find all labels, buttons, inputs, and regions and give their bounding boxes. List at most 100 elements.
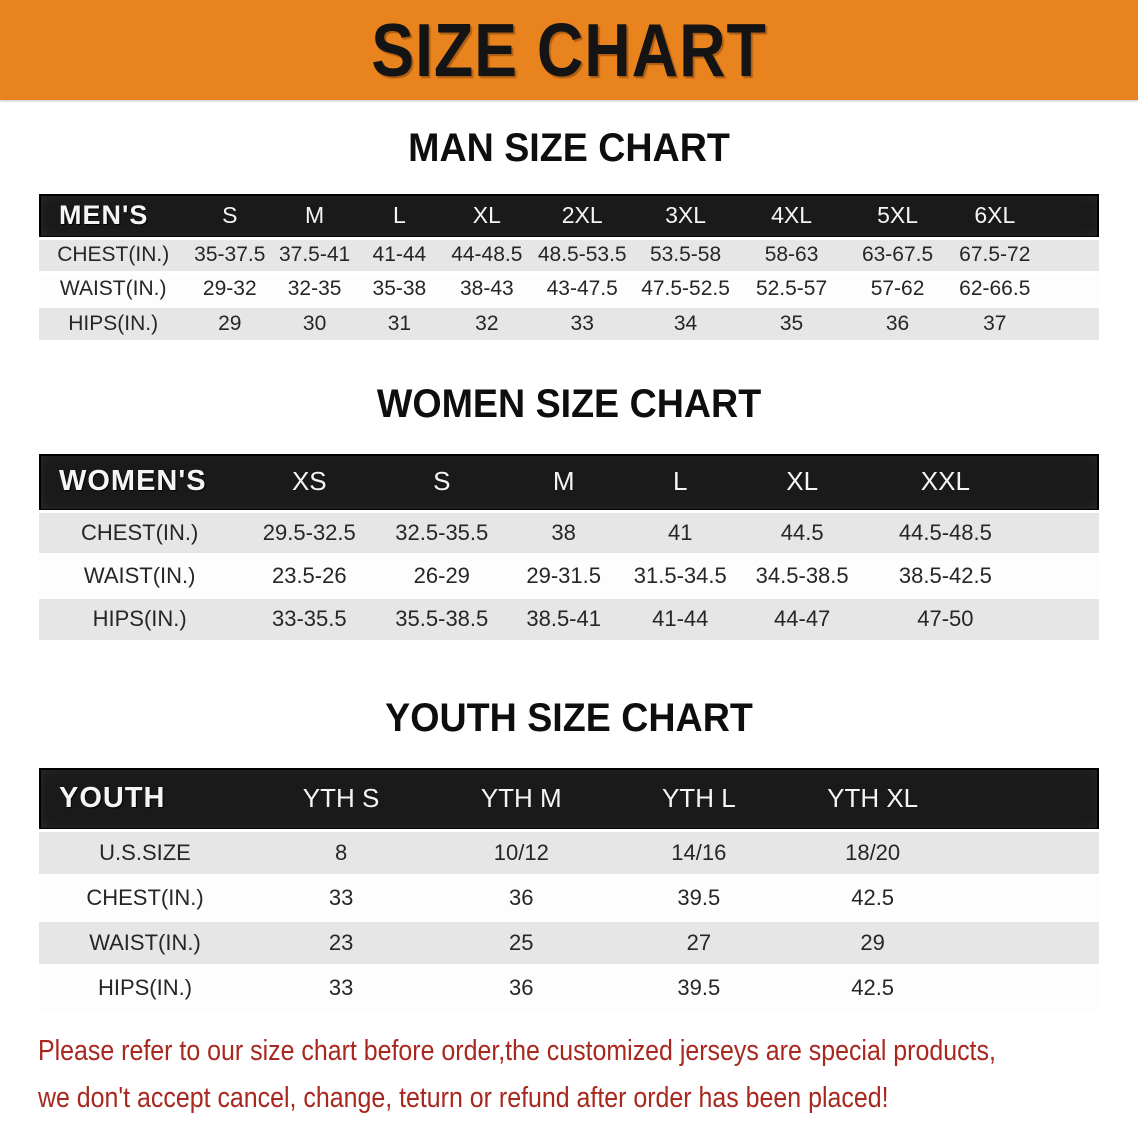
cell: 42.5 [851,975,895,1001]
column-header: XS [291,466,327,497]
column-header: S [433,466,451,497]
row-label: CHEST(IN.) [57,243,170,266]
column-header: 6XL [974,201,1016,228]
row-label: WAIST(IN.) [83,562,196,588]
cell: 41-44 [372,243,427,266]
cell: 41 [668,519,693,545]
disclaimer: Please refer to our size chart before or… [38,1028,1138,1122]
section-youth: YOUTH SIZE CHART YOUTH YTH S YTH M YTH L YTH … [0,696,1138,1010]
cell: 41-44 [652,606,709,632]
size-chart-sections: MAN SIZE CHART MEN'S S M L XL 2XL 3XL 4XL 5XL 6XL C… [0,126,1138,1010]
cell: 29.5-32.5 [262,519,356,545]
column-header: M [552,466,575,497]
cell: 48.5-53.5 [537,243,627,266]
row-label: HIPS(IN.) [92,606,187,632]
cell: 43-47.5 [546,277,618,300]
column-header: XL [472,201,501,228]
table-row: CHEST(IN.) 33 36 39.5 42.5 [39,875,1099,920]
cell: 27 [686,929,712,955]
cell: 58-63 [764,243,819,266]
youth-section-heading: YOUTH SIZE CHART [385,696,753,740]
cell: 38-43 [459,277,514,300]
disclaimer-line-1: Please refer to our size chart before or… [38,1035,996,1067]
cell: 42.5 [851,884,895,910]
table-row: HIPS(IN.) 33-35.5 35.5-38.5 38.5-41 41-44 44-… [39,597,1099,640]
cell: 38.5-41 [526,606,601,632]
cell: 29-31.5 [526,562,601,588]
mens-size-table: MEN'S S M L XL 2XL 3XL 4XL 5XL 6XL CHEST(IN.) 35-37… [39,194,1099,340]
cell: 10/12 [493,839,549,865]
row-label: HIPS(IN.) [97,975,193,1001]
section-mens: MAN SIZE CHART MEN'S S M L XL 2XL 3XL 4XL 5XL 6XL C… [0,126,1138,340]
cell: 44.5 [780,519,824,545]
cell: 33 [328,884,354,910]
cell: 39.5 [677,884,721,910]
cell: 31.5-34.5 [633,562,727,588]
youth-size-table: YOUTH YTH S YTH M YTH L YTH XL U.S.SIZE 8 10/12… [39,768,1099,1010]
cell: 47-50 [917,606,974,632]
cell: 8 [334,839,348,865]
table-row: WAIST(IN.) 23 25 27 29 [39,920,1099,965]
cell: 47.5-52.5 [641,277,730,300]
cell: 67.5-72 [959,243,1031,266]
section-womens: WOMEN SIZE CHART WOMEN'S XS S M L XL XXL CHEST(I… [0,382,1138,640]
cell: 36 [885,311,910,335]
column-header: 4XL [771,201,813,228]
cell: 52.5-57 [755,277,828,300]
cell: 44-48.5 [451,243,523,266]
cell: 26-29 [413,562,470,588]
cell: 33-35.5 [271,606,347,632]
column-header: L [392,201,406,228]
table-row: HIPS(IN.) 29 30 31 32 33 34 35 36 37 [39,306,1099,340]
table-row: U.S.SIZE 8 10/12 14/16 18/20 [39,830,1099,875]
cell: 38 [551,519,576,545]
column-header: 5XL [877,201,919,228]
table-row: HIPS(IN.) 33 36 39.5 42.5 [39,965,1099,1010]
row-label: CHEST(IN.) [81,519,199,545]
row-label: HIPS(IN.) [68,311,159,335]
cell: 29 [218,311,242,335]
womens-section-heading: WOMEN SIZE CHART [376,382,762,426]
cell: 35-37.5 [194,243,266,266]
header-row: YOUTH YTH S YTH M YTH L YTH XL [39,768,1099,830]
column-header: YTH S [302,782,380,813]
row-label: WAIST(IN.) [59,277,167,300]
cell: 57-62 [870,277,925,300]
cell: 36 [509,884,534,910]
cell: 35 [779,311,804,335]
cell: 35-38 [372,277,427,300]
cell: 18/20 [845,839,901,865]
row-label: CHEST(IN.) [86,884,204,910]
cell: 33 [328,975,354,1001]
cell: 32-35 [287,277,342,300]
cell: 23 [328,929,354,955]
column-header: YTH XL [827,782,919,813]
table-title: WOMEN'S [59,465,207,498]
cell: 23.5-26 [271,562,347,588]
cell: 37 [983,311,1007,335]
cell: 14/16 [671,839,727,865]
cell: 62-66.5 [959,277,1031,300]
disclaimer-line-2: we don't accept cancel, change, teturn o… [38,1082,889,1114]
header-row: WOMEN'S XS S M L XL XXL [39,454,1099,511]
cell: 29-32 [202,277,257,300]
column-header: 2XL [561,201,603,228]
row-label: WAIST(IN.) [89,929,201,955]
column-header: L [673,466,688,497]
cell: 31 [387,311,412,335]
cell: 53.5-58 [649,243,722,266]
table-title: YOUTH [59,781,166,814]
cell: 34 [673,311,698,335]
column-header: M [305,201,325,228]
table-row: WAIST(IN.) 29-32 32-35 35-38 38-43 43-47.5 47.… [39,272,1099,306]
cell: 36 [509,975,534,1001]
row-label: U.S.SIZE [99,839,191,865]
table-row: WAIST(IN.) 23.5-26 26-29 29-31.5 31.5-34.5 34… [39,554,1099,597]
column-header: 3XL [665,201,707,228]
column-header: XL [786,466,819,497]
table-row: CHEST(IN.) 29.5-32.5 32.5-35.5 38 41 44.5 44.5… [39,511,1099,554]
cell: 30 [302,311,327,335]
cell: 32 [475,311,499,335]
cell: 33 [570,311,594,335]
column-header: YTH L [661,782,736,813]
